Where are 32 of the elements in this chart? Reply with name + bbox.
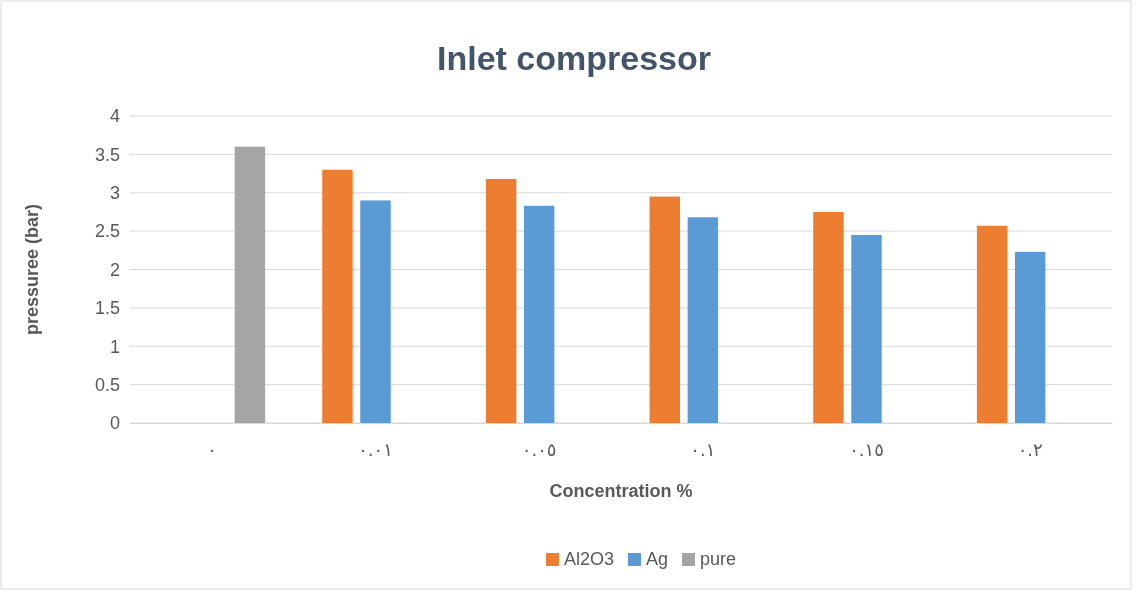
y-tick-label: 0.5 [94, 374, 120, 395]
x-tick-label: ٠.١٥ [849, 438, 884, 460]
x-tick-label: ٠.١ [690, 438, 716, 460]
y-tick-label: 0 [109, 413, 120, 434]
y-tick-label: 2 [109, 259, 120, 280]
chart-title: Inlet compressor [437, 39, 711, 77]
x-tick-label: ٠ [207, 438, 217, 460]
x-tick-label: ٠.٠١ [358, 438, 393, 460]
legend-label: Ag [645, 549, 669, 569]
y-tick-label: 4 [109, 106, 120, 127]
bar [687, 217, 719, 423]
legend-label: Al2O3 [563, 549, 614, 569]
bar [851, 234, 882, 423]
y-tick-label: 1.5 [94, 298, 120, 319]
bar [649, 196, 680, 423]
bar [322, 169, 353, 423]
bar [523, 205, 555, 423]
bar [485, 178, 517, 423]
y-tick-label: 1 [109, 336, 120, 357]
x-axis-title: Concentration % [549, 481, 693, 501]
bar [813, 211, 844, 423]
x-tick-label: ٠.٢ [1017, 438, 1043, 460]
bar [234, 146, 266, 423]
x-tick-label: ٠.٠٥ [521, 438, 557, 460]
y-tick-label: 3.5 [94, 144, 120, 165]
y-tick-label: 2.5 [94, 221, 120, 242]
y-tick-label: 3 [109, 183, 120, 204]
bar [976, 225, 1008, 423]
legend-label: pure [700, 549, 737, 569]
bar [360, 200, 391, 423]
y-axis-title: pressuree (bar) [22, 203, 42, 336]
bar [1014, 251, 1046, 423]
